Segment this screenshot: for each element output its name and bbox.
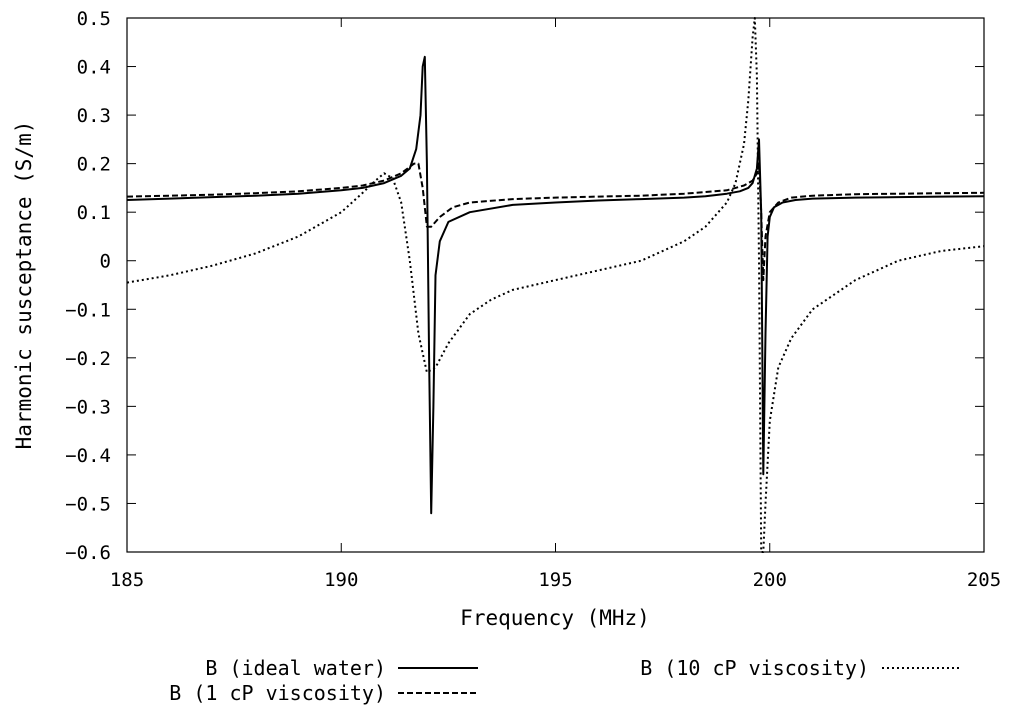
x-tick-label: 205 (967, 569, 1001, 591)
x-tick-labels: 185 190 195 200 205 (110, 569, 1001, 591)
series-1cp-viscosity (126, 162, 985, 282)
y-tick-label: 0.5 (77, 8, 111, 30)
x-tick-label: 200 (753, 569, 787, 591)
y-axis-label: Harmonic susceptance (S/m) (12, 121, 36, 450)
y-tick-label: −0.5 (65, 493, 111, 515)
tick-marks (126, 17, 985, 553)
series-10cp-viscosity (126, 17, 985, 553)
y-tick-label: 0.2 (77, 154, 111, 176)
y-tick-label: −0.4 (65, 445, 111, 467)
legend-label-1cp: B (1 cP viscosity) (169, 681, 386, 705)
legend-label-10cp: B (10 cP viscosity) (640, 656, 869, 680)
y-tick-label: −0.1 (65, 299, 111, 321)
y-tick-label: 0.3 (77, 105, 111, 127)
y-tick-label: −0.6 (65, 542, 111, 564)
y-tick-label: 0.4 (77, 57, 111, 79)
y-tick-label: 0.1 (77, 202, 111, 224)
y-tick-label: −0.3 (65, 396, 111, 418)
x-axis-label: Frequency (MHz) (460, 606, 650, 630)
series-ideal-water (126, 55, 985, 515)
x-tick-label: 195 (538, 569, 572, 591)
y-tick-label: 0 (100, 251, 111, 273)
series-layer (126, 17, 985, 553)
legend-label-ideal-water: B (ideal water) (205, 656, 386, 680)
y-tick-labels: 0.5 0.4 0.3 0.2 0.1 0 −0.1 −0.2 −0.3 −0.4 −0.5 −0.6 (65, 8, 111, 564)
plot-frame (126, 17, 985, 553)
x-tick-label: 185 (110, 569, 144, 591)
x-tick-label: 190 (324, 569, 358, 591)
y-tick-label: −0.2 (65, 348, 111, 370)
legend: B (ideal water) B (1 cP viscosity) B (10… (169, 656, 960, 705)
